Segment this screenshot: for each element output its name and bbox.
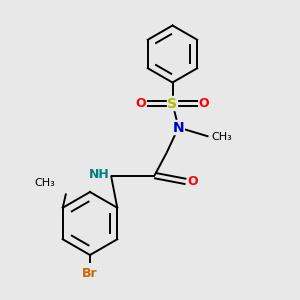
- Text: O: O: [136, 97, 146, 110]
- Text: S: S: [167, 97, 178, 110]
- Text: N: N: [173, 121, 184, 134]
- Text: CH₃: CH₃: [35, 178, 56, 188]
- Text: CH₃: CH₃: [212, 131, 232, 142]
- Text: O: O: [188, 175, 198, 188]
- Text: O: O: [199, 97, 209, 110]
- Text: NH: NH: [89, 167, 110, 181]
- Text: Br: Br: [82, 267, 98, 280]
